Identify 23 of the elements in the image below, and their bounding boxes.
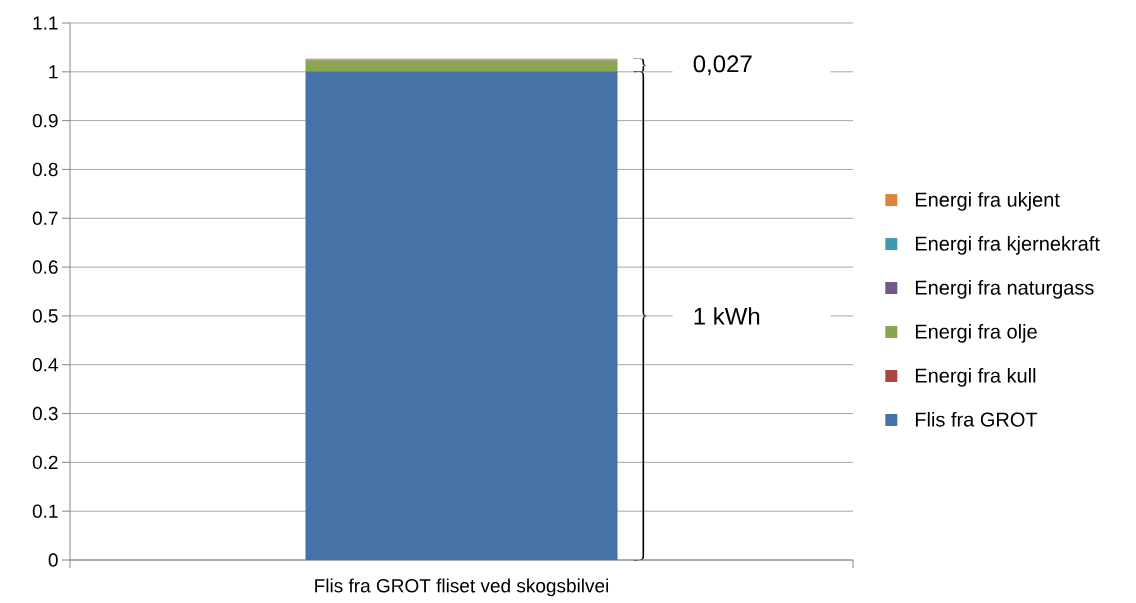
legend-label: Energi fra kjernekraft	[915, 236, 1100, 255]
bar	[305, 60, 618, 72]
x-tick-label: Flis fra GROT fliset ved skogsbilvei	[315, 578, 609, 597]
y-tick-label: 1.1	[33, 16, 58, 30]
y-tick-label: 0.3	[32, 406, 58, 421]
annotation: 0,027	[693, 55, 752, 76]
legend-label: Energi fra olje	[915, 324, 1037, 343]
annotation: 1 kWh	[694, 307, 760, 325]
y-tick-label: 0.6	[32, 260, 58, 274]
legend-label: Energi fra kull	[915, 367, 1036, 387]
y-tick-label: 0.4	[32, 358, 58, 372]
y-tick-label: 0.2	[32, 455, 58, 470]
y-tick-label: 0.1	[32, 504, 58, 518]
y-tick-label: 0.8	[32, 162, 58, 177]
y-tick-label: 0	[48, 553, 58, 567]
legend-label: Energi fra ukjent	[915, 192, 1060, 211]
y-tick-label: 0.7	[32, 211, 58, 225]
legend-label: Flis fra GROT	[915, 411, 1038, 427]
y-tick-label: 1	[49, 65, 58, 79]
bar	[305, 71, 618, 560]
y-tick-label: 0.9	[32, 113, 58, 128]
y-tick-label: 0.5	[32, 309, 58, 323]
legend-label: Energi fra naturgass	[915, 280, 1094, 299]
